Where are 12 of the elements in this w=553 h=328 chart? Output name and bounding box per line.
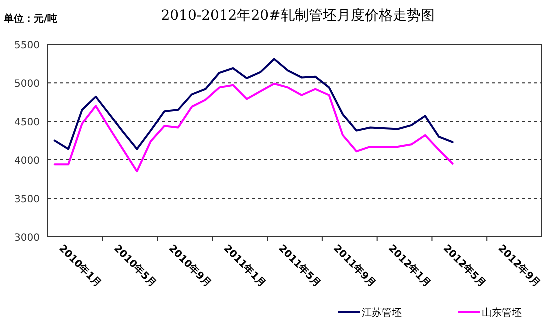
- ytick: 5000: [14, 79, 40, 90]
- legend-item: 江苏管坯: [338, 308, 402, 319]
- annotation: 单位：元/吨: [4, 14, 58, 25]
- legend-label: 江苏管坯: [362, 307, 402, 319]
- legend-label: 山东管坯: [482, 307, 522, 319]
- ytick: 5500: [14, 40, 40, 52]
- ytick: 3500: [14, 194, 40, 206]
- ytick: 3000: [14, 233, 40, 244]
- title: 2010-2012年20#轧制管坯月度价格走势图: [161, 8, 435, 24]
- ytick: 4500: [14, 118, 40, 129]
- ytick: 4000: [14, 156, 40, 168]
- legend-item: 山东管坯: [458, 308, 522, 319]
